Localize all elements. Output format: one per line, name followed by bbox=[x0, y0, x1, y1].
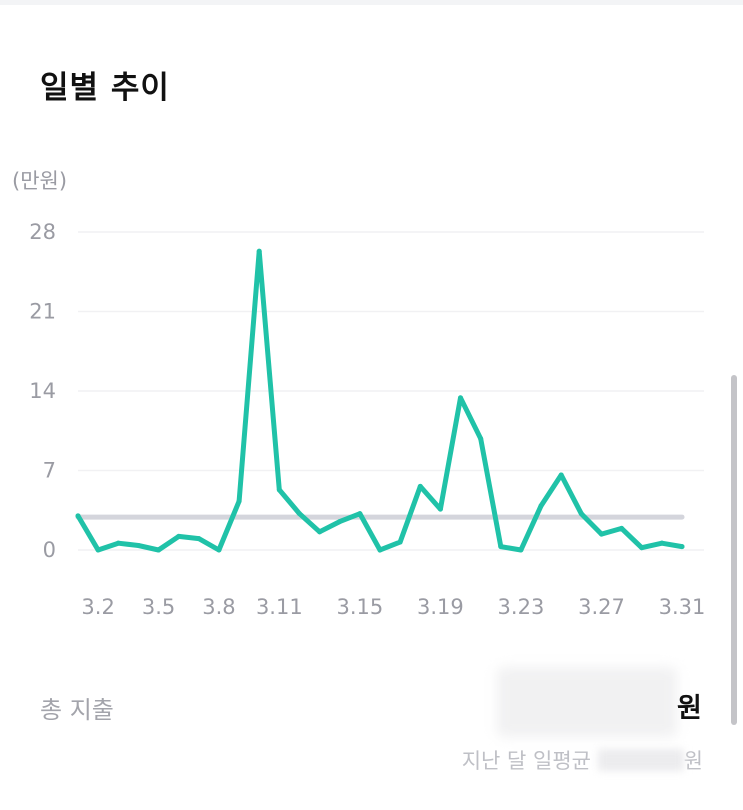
data-point bbox=[437, 506, 443, 512]
data-point bbox=[679, 544, 685, 550]
x-tick-label: 3.23 bbox=[498, 595, 545, 619]
data-point bbox=[75, 513, 81, 519]
data-point bbox=[337, 519, 343, 525]
y-tick-label: 7 bbox=[43, 459, 56, 483]
data-point bbox=[498, 544, 504, 550]
avg-amount-redacted bbox=[597, 749, 684, 771]
x-tick-label: 3.27 bbox=[578, 595, 625, 619]
x-tick-label: 3.15 bbox=[336, 595, 383, 619]
data-point bbox=[397, 539, 403, 545]
data-point bbox=[317, 529, 323, 535]
y-tick-label: 14 bbox=[29, 379, 56, 403]
data-point bbox=[236, 498, 242, 504]
x-tick-label: 3.2 bbox=[81, 595, 114, 619]
data-point bbox=[135, 542, 141, 548]
data-point bbox=[377, 547, 383, 553]
y-tick-label: 28 bbox=[29, 220, 56, 244]
data-point bbox=[417, 483, 423, 489]
y-tick-label: 21 bbox=[29, 300, 56, 324]
last-month-average: 지난 달 일평균 원 bbox=[462, 745, 703, 775]
x-tick-label: 3.5 bbox=[142, 595, 175, 619]
data-point bbox=[176, 533, 182, 539]
data-point bbox=[639, 545, 645, 551]
data-point bbox=[296, 511, 302, 517]
section-title: 일별 추이 bbox=[40, 70, 170, 106]
total-spending-label: 총 지출 bbox=[40, 696, 114, 724]
data-point bbox=[578, 511, 584, 517]
data-point bbox=[619, 525, 625, 531]
data-point bbox=[518, 547, 524, 553]
data-point bbox=[558, 472, 564, 478]
top-divider bbox=[0, 0, 743, 5]
avg-unit-label: 원 bbox=[683, 749, 703, 773]
total-amount-unit: 원 bbox=[677, 693, 702, 724]
total-amount-redacted bbox=[497, 667, 677, 737]
data-point bbox=[115, 540, 121, 546]
scrollbar[interactable] bbox=[731, 375, 737, 725]
x-tick-label: 3.19 bbox=[417, 595, 464, 619]
data-point bbox=[357, 511, 363, 517]
data-point bbox=[196, 536, 202, 542]
data-point bbox=[216, 547, 222, 553]
data-point bbox=[659, 540, 665, 546]
daily-trend-chart: 28 21 14 7 0 3.2 3.5 3.8 3.11 3.15 3.19 3.23 3.27 3.3… bbox=[29, 220, 706, 619]
daily-spending-line bbox=[75, 248, 685, 553]
data-point bbox=[276, 487, 282, 493]
data-point bbox=[458, 395, 464, 401]
data-point bbox=[598, 531, 604, 537]
avg-prefix-label: 지난 달 일평균 bbox=[461, 749, 591, 773]
x-tick-label: 3.11 bbox=[256, 595, 303, 619]
data-point bbox=[95, 547, 101, 553]
x-tick-label: 3.8 bbox=[202, 595, 235, 619]
data-point bbox=[156, 547, 162, 553]
data-point bbox=[256, 248, 262, 254]
y-axis-unit-label: (만원) bbox=[12, 169, 68, 193]
x-tick-label: 3.31 bbox=[659, 595, 706, 619]
y-tick-label: 0 bbox=[43, 538, 56, 562]
data-point bbox=[478, 436, 484, 442]
data-point bbox=[538, 503, 544, 509]
